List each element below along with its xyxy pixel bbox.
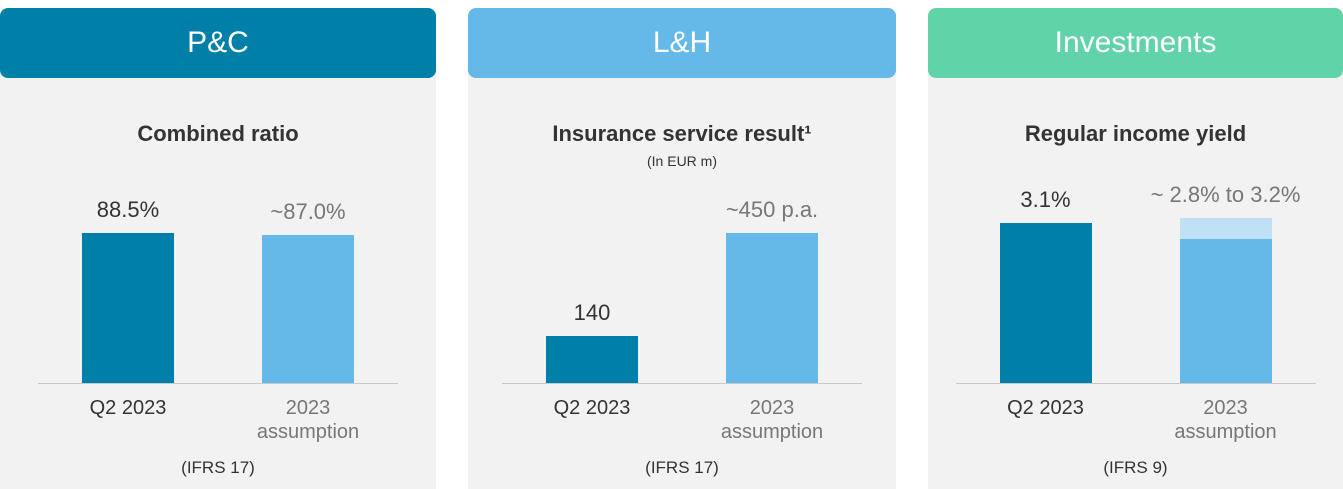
x-tick-label: 2023 assumption [1174,397,1277,443]
panel-background [468,40,896,489]
value-label: 3.1% [1020,187,1071,213]
panel: L&H Insurance service result¹ (In EUR m) (I… [468,0,896,489]
bar [82,232,174,383]
baseline [955,383,1316,384]
value-label: ~87.0% [270,199,346,225]
bar [726,233,818,383]
bar [1179,238,1272,383]
value-label: ~ 2.8% to 3.2% [1150,182,1301,208]
value-label: ~450 p.a. [725,197,819,222]
chart-title: Insurance service result¹ [552,121,812,146]
x-tick-label: 2023 assumption [720,397,824,443]
value-label: 88.5% [96,196,160,222]
chart-title: Combined ratio [137,121,299,146]
chart-subtitle: (In EUR m) [647,153,717,169]
panel: Investments Regular income yield (IFRS 9) 3… [928,0,1343,489]
panel: P&C Combined ratio (IFRS 17) 88.5% Q2 2023 ~8… [0,0,436,489]
baseline [38,383,398,384]
x-tick-label: Q2 2023 [553,397,631,419]
panel-background [928,40,1343,489]
bar [262,235,354,383]
panel-background [0,40,436,489]
bar [546,336,638,383]
x-tick-label: 2023 assumption [256,397,360,443]
baseline [502,383,862,384]
chart-note: (IFRS 17) [181,458,255,477]
panel-header: P&C [0,8,436,78]
panel-header: Investments [928,8,1343,78]
range-bar [1179,218,1272,239]
chart-note: (IFRS 17) [645,458,719,477]
chart-title: Regular income yield [1024,121,1247,146]
panel-header: L&H [468,8,896,78]
chart-note: (IFRS 9) [1103,458,1168,477]
value-label: 140 [573,300,611,326]
x-tick-label: Q2 2023 [1007,397,1084,419]
x-tick-label: Q2 2023 [89,397,167,419]
bar [999,223,1092,383]
